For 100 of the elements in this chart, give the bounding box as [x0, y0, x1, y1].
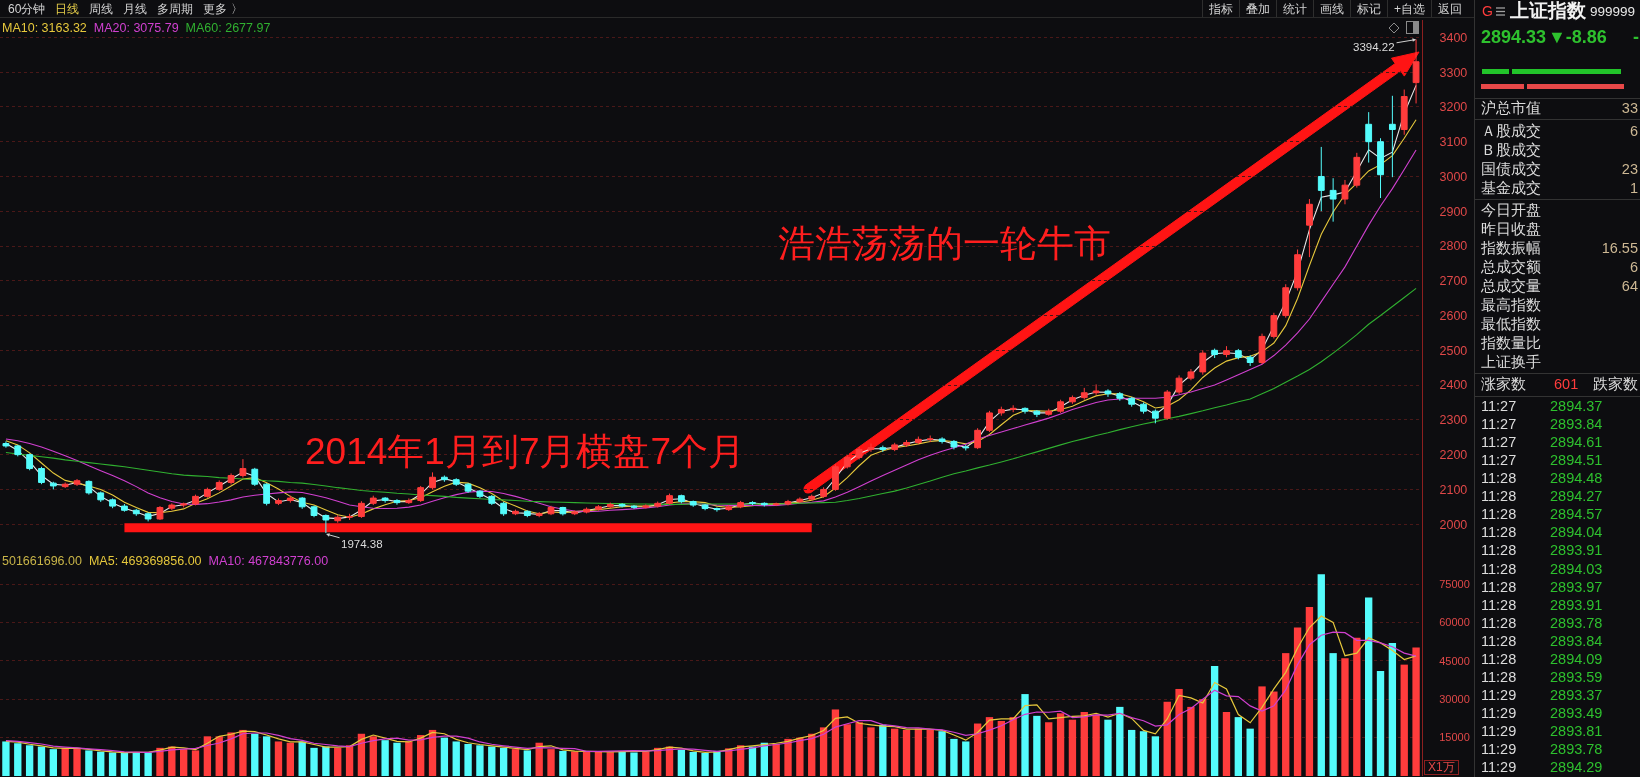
y-tick-label: 2000 — [1439, 517, 1468, 532]
data-label: 2893.78 — [1550, 739, 1603, 758]
candlestick — [642, 503, 650, 510]
bar — [132, 752, 140, 776]
category-label: 今日开盘 — [1481, 201, 1541, 219]
bar — [950, 738, 958, 776]
candlestick — [891, 442, 899, 452]
data-label: 2893.84 — [1550, 631, 1603, 650]
bar — [227, 732, 235, 776]
candlestick — [974, 427, 982, 450]
bar — [1329, 653, 1337, 776]
candlestick — [1151, 408, 1159, 424]
text: 返回 — [1431, 0, 1468, 17]
category-label: 月线 — [123, 2, 148, 16]
candlestick — [1353, 152, 1361, 189]
candlestick — [986, 410, 993, 433]
text: 涨家数 — [1481, 375, 1526, 393]
data-label: 2894.03 — [1550, 559, 1603, 578]
data-label: 2894.27 — [1550, 487, 1603, 506]
candlestick — [867, 443, 875, 453]
candlestick — [251, 467, 259, 487]
candlestick — [275, 497, 282, 506]
category-label: 国债成交 — [1481, 160, 1541, 178]
candlestick — [689, 500, 697, 508]
data-label: 2893.49 — [1550, 703, 1603, 722]
y-tick-label: 3200 — [1439, 100, 1468, 115]
candlestick — [38, 466, 45, 485]
bar — [14, 743, 22, 776]
bar — [1116, 706, 1124, 776]
bar — [499, 747, 508, 776]
bar — [1305, 607, 1314, 776]
candlestick — [820, 486, 827, 499]
candlestick — [334, 514, 342, 524]
category-label: 11:28 — [1481, 559, 1517, 578]
candlestick — [725, 504, 733, 512]
candlestick — [713, 506, 721, 513]
bar — [322, 746, 330, 776]
data-label: 1 — [1629, 179, 1638, 197]
annotation: 2014年1月到7月横盘7个月 — [305, 431, 746, 472]
candlestick — [843, 454, 851, 470]
data-label: 2894.37 — [1550, 397, 1603, 415]
y-tick-label: 3100 — [1439, 135, 1468, 150]
bar — [334, 747, 342, 776]
bar — [1175, 688, 1183, 776]
candlestick — [1341, 179, 1349, 205]
category-label: 11:29 — [1481, 721, 1517, 740]
bar — [73, 748, 81, 776]
candlestick — [571, 509, 579, 516]
y-tick-label: 3400 — [1439, 30, 1468, 45]
candlestick — [737, 500, 745, 509]
bar — [452, 741, 460, 776]
bar — [748, 746, 757, 776]
bar — [571, 751, 579, 776]
bar — [618, 751, 626, 776]
candlestick — [749, 500, 756, 506]
candlestick — [358, 500, 365, 519]
bar — [1376, 671, 1385, 776]
bar — [262, 736, 271, 776]
category-label: 上证换手 — [1481, 353, 1541, 371]
y-tick-label: 2700 — [1439, 274, 1468, 289]
candlestick — [535, 511, 543, 518]
category-label: 11:29 — [1481, 703, 1517, 722]
annotation: 浩浩荡荡的一轮牛市 — [778, 223, 1111, 264]
candlestick — [1080, 387, 1088, 401]
bar — [701, 752, 709, 776]
bar — [108, 752, 117, 776]
data-label: 2893.81 — [1550, 721, 1603, 740]
data-label: 2893.78 — [1550, 613, 1603, 632]
candlestick — [405, 497, 413, 505]
text: MA10: 3163.32 — [2, 21, 87, 35]
bar — [345, 745, 354, 776]
candlestick — [168, 502, 176, 511]
bar — [879, 724, 887, 776]
data-label: 2893.91 — [1550, 541, 1603, 560]
candlestick — [1092, 383, 1100, 396]
candlestick — [701, 503, 709, 511]
candlestick — [1163, 389, 1171, 421]
category-label: 最低指数 — [1481, 315, 1541, 333]
y-tick-label: 2500 — [1439, 343, 1468, 358]
candlestick — [832, 463, 839, 492]
data-label: 16.55 — [1601, 239, 1638, 257]
bar — [1293, 627, 1302, 776]
category-label: 11:28 — [1481, 613, 1517, 632]
bar — [1045, 722, 1053, 776]
bar — [49, 749, 57, 776]
candlestick — [1140, 401, 1147, 415]
candlestick — [1282, 283, 1290, 319]
category-label: 沪总市值 — [1481, 99, 1541, 117]
data-label: 2893.59 — [1550, 667, 1603, 686]
candlestick — [1128, 396, 1136, 408]
candlestick — [500, 501, 508, 517]
candlestick — [1400, 89, 1408, 136]
candlestick — [1317, 146, 1325, 212]
candlestick — [914, 436, 922, 445]
candlestick — [85, 479, 93, 496]
category-label: 11:29 — [1481, 758, 1517, 776]
annotation: 501661696.00 — [2, 554, 82, 568]
candlestick — [1223, 345, 1230, 358]
category-label: 总成交额 — [1481, 258, 1541, 276]
data-label: 6 — [1629, 122, 1638, 140]
